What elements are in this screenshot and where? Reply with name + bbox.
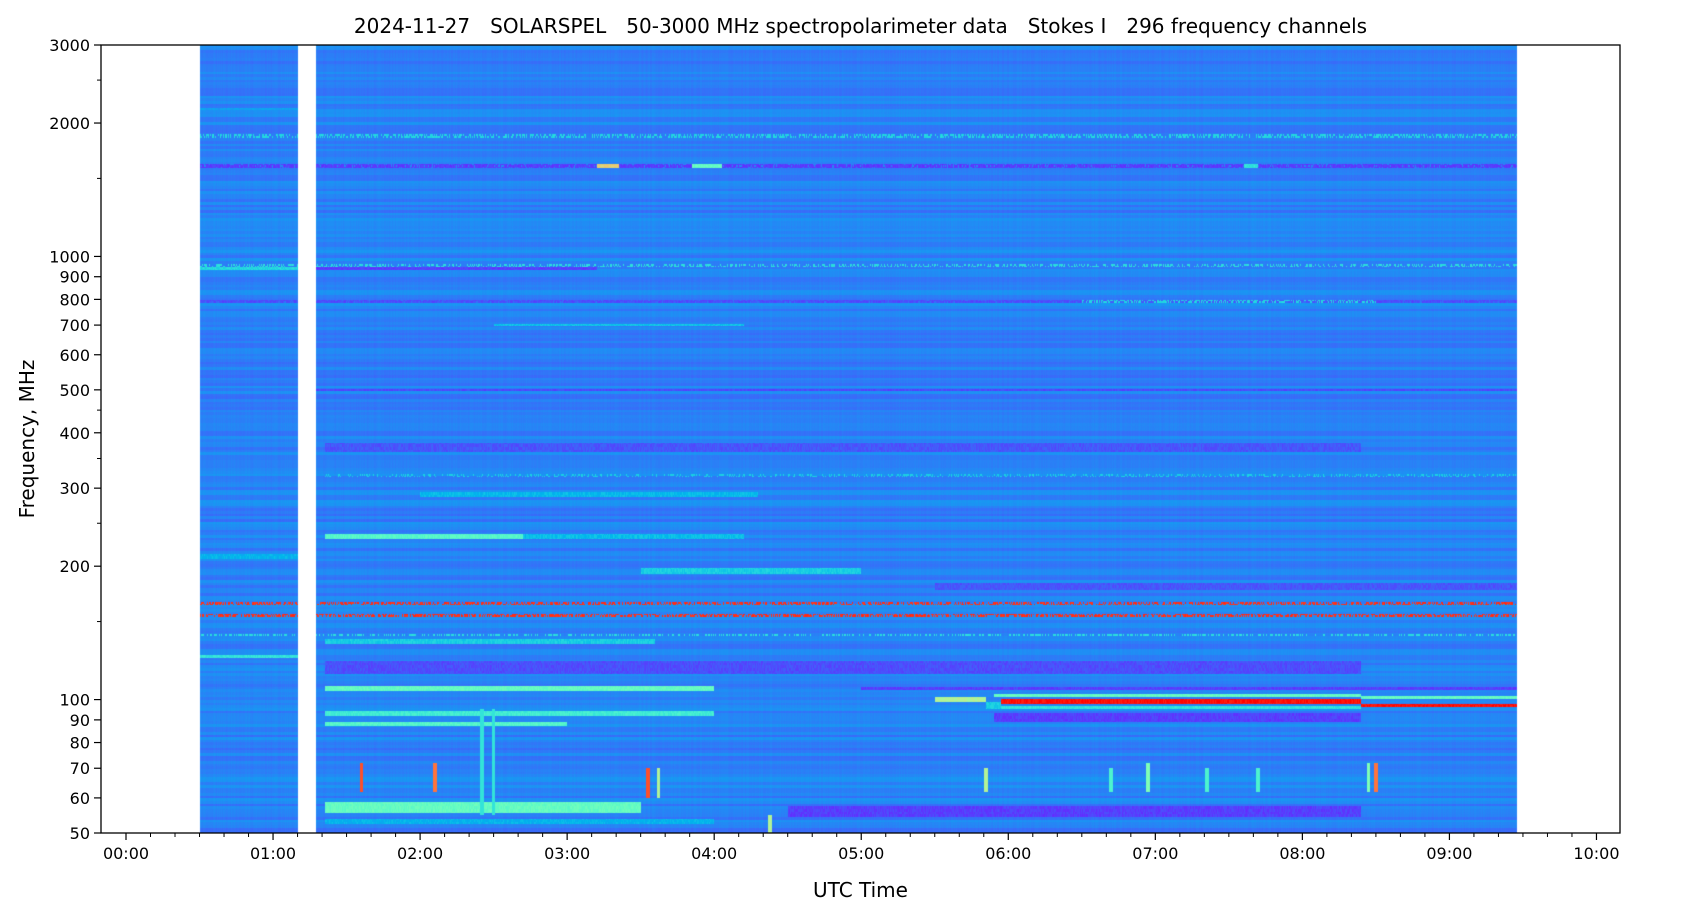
x-axis-label: UTC Time	[813, 878, 908, 902]
y-tick-label: 90	[70, 711, 90, 730]
title-stokes: Stokes I	[1027, 14, 1107, 38]
x-tick-label: 00:00	[103, 844, 149, 863]
title-instrument: SOLARSPEL	[490, 14, 607, 38]
x-tick-label: 03:00	[544, 844, 590, 863]
x-tick-label: 10:00	[1573, 844, 1619, 863]
plot-area: 00:00 01:00 02:00 03:00 04:00 05:00 06:00 07:00…	[49, 36, 1621, 863]
x-tick-label: 04:00	[691, 844, 737, 863]
y-tick-label: 800	[59, 290, 90, 309]
y-tick-label: 500	[59, 381, 90, 400]
y-tick-label: 700	[59, 316, 90, 335]
axes: 00:00 01:00 02:00 03:00 04:00 05:00 06:00 07:00…	[49, 36, 1621, 863]
x-tick-label: 07:00	[1132, 844, 1178, 863]
x-tick-label: 01:00	[250, 844, 296, 863]
y-tick-label: 600	[59, 346, 90, 365]
y-tick-label: 70	[70, 759, 90, 778]
y-tick-label: 2000	[49, 114, 90, 133]
y-tick-label: 900	[59, 268, 90, 287]
y-axis-label: Frequency, MHz	[15, 359, 39, 519]
y-tick-label: 100	[59, 691, 90, 710]
x-tick-label: 06:00	[985, 844, 1031, 863]
title-date: 2024-11-27	[353, 14, 471, 38]
plot-frame	[100, 44, 1621, 834]
x-tick-label: 09:00	[1426, 844, 1472, 863]
title-description: 50-3000 MHz spectropolarimeter data	[626, 14, 1008, 38]
x-tick-label: 05:00	[838, 844, 884, 863]
title-channels: 296 frequency channels	[1126, 14, 1368, 38]
y-tick-label: 3000	[49, 36, 90, 55]
y-tick-label: 50	[70, 824, 90, 843]
y-tick-label: 400	[59, 424, 90, 443]
chart-title: 2024-11-27 SOLARSPEL 50-3000 MHz spectropo…	[101, 14, 1620, 38]
y-tick-label: 80	[70, 734, 90, 753]
x-tick-label: 02:00	[397, 844, 443, 863]
y-tick-label: 300	[59, 479, 90, 498]
y-tick-label: 1000	[49, 247, 90, 266]
x-tick-label: 08:00	[1279, 844, 1325, 863]
y-tick-label: 60	[70, 789, 90, 808]
y-tick-label: 200	[59, 557, 90, 576]
spectrogram-heatmap	[101, 45, 1620, 833]
